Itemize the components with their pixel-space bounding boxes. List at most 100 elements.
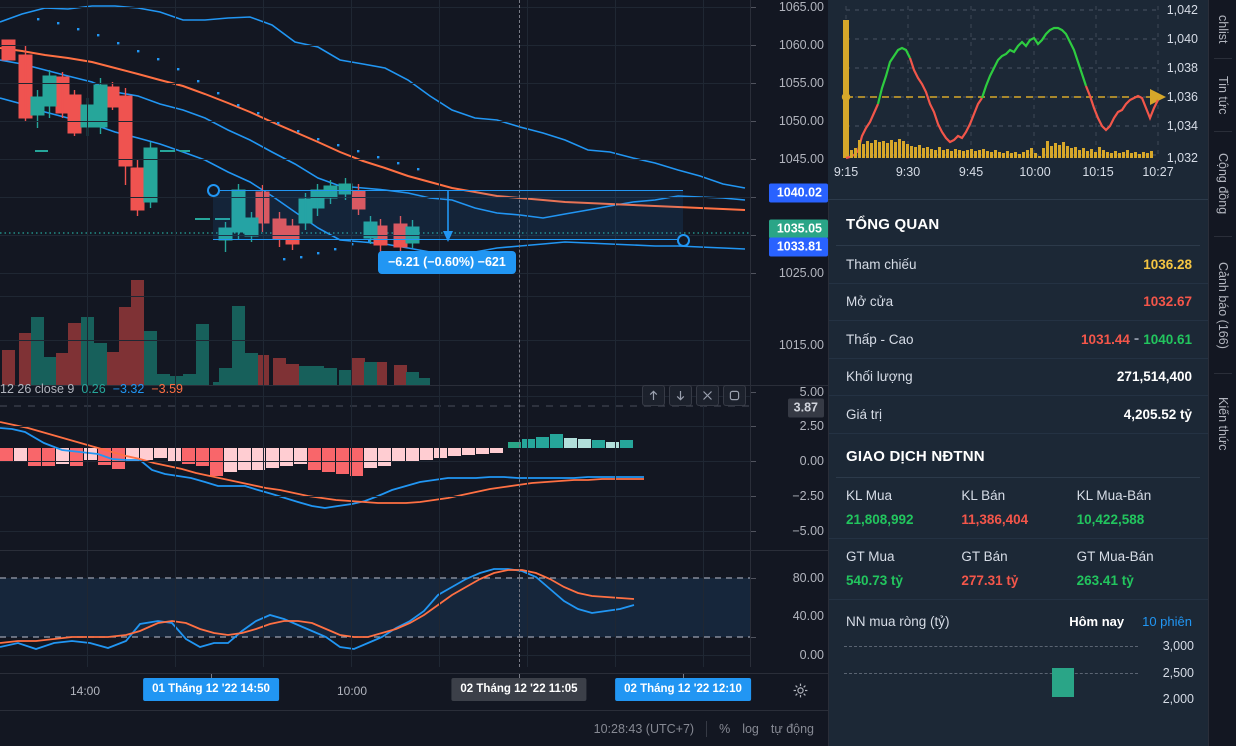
measurement-arrow-icon	[443, 190, 453, 242]
cell-value: 21,808,992	[846, 511, 914, 527]
crosshair-vertical	[519, 0, 520, 667]
column-header: GT Mua-Bán	[1076, 548, 1154, 564]
cell-value: 540.73 tỷ	[846, 572, 904, 588]
macd-legend: 12 26 close 9 0.26 −3.32 −3.59	[0, 382, 190, 396]
volume-bars-svg	[2, 280, 430, 385]
maximize-icon[interactable]	[723, 385, 746, 406]
overview-title: TỔNG QUAN	[846, 216, 940, 233]
row-value-high: 1040.61	[1143, 331, 1192, 347]
stochastic-pane[interactable]: 80.00 40.00 0.00	[0, 551, 828, 667]
tab-10-sessions[interactable]: 10 phiên	[1142, 613, 1192, 629]
sidebar-item-community[interactable]: Cộng đồng	[1216, 153, 1230, 215]
time-chip-crosshair[interactable]: 02 Tháng 12 '22 11:05	[451, 678, 587, 701]
macd-pane[interactable]: 12 26 close 9 0.26 −3.32 −3.59 5.00 2.50 0.…	[0, 382, 828, 550]
table-row: Giá trị 4,205.52 tỷ	[828, 396, 1208, 434]
intraday-x-label: 10:27	[1142, 165, 1174, 179]
volume-axis-label: 1015.00	[778, 338, 824, 352]
intraday-y-label: 1,038	[1166, 61, 1198, 75]
price-tag-close: 1035.05	[768, 219, 828, 239]
chart-area[interactable]: 1065.00 1060.00 1055.00 1050.00 1045.00 …	[0, 0, 828, 746]
net-buy-chart: 3,000 2,500 2,000	[836, 637, 1200, 706]
percent-scale-toggle[interactable]: %	[719, 721, 731, 736]
measurement-handle-start[interactable]	[207, 184, 220, 197]
info-panel: 1,042 1,040 1,038 1,036 1,034 1,032 9:15…	[828, 0, 1208, 746]
net-buy-y-label: 2,500	[1162, 665, 1194, 680]
table-row: Thấp - Cao 1031.44 - 1040.61	[828, 321, 1208, 359]
macd-params: 12 26 close 9	[0, 382, 75, 396]
net-buy-header: NN mua ròng (tỷ) Hôm nay 10 phiên	[828, 600, 1208, 637]
row-value: 1036.28	[1143, 256, 1192, 272]
intraday-svg	[841, 6, 1166, 160]
macd-axis-label: −5.00	[792, 524, 824, 538]
intraday-x-label: 9:45	[958, 165, 984, 179]
price-axis-label: 1065.00	[778, 0, 824, 14]
stochastic-scale[interactable]: 80.00 40.00 0.00	[750, 551, 828, 667]
status-divider	[706, 720, 708, 737]
auto-scale-toggle[interactable]: tự động	[770, 721, 814, 736]
row-label: Giá trị	[846, 406, 883, 422]
macd-axis-label: 5.00	[799, 385, 824, 399]
cell-value: 277.31 tỷ	[961, 572, 1019, 588]
time-axis-label: 10:00	[336, 684, 368, 698]
sidebar-item-watchlist[interactable]: chlist	[1216, 14, 1230, 44]
volume-plot	[0, 280, 750, 385]
pane-toolbar[interactable]	[642, 385, 746, 406]
move-up-icon[interactable]	[642, 385, 665, 406]
move-down-icon[interactable]	[669, 385, 692, 406]
foreign-volume-block: KL Mua KL Bán KL Mua-Bán 21,808,992 11,3…	[828, 478, 1208, 539]
net-buy-y-label: 2,000	[1162, 691, 1194, 706]
sidebar-item-alerts[interactable]: Cảnh báo (166)	[1216, 261, 1230, 349]
price-pane[interactable]: 1065.00 1060.00 1055.00 1050.00 1045.00 …	[0, 0, 828, 280]
macd-current-tag: 3.87	[787, 398, 824, 418]
table-row: Mở cửa 1032.67	[828, 284, 1208, 321]
price-plot[interactable]	[0, 0, 750, 280]
stochastic-series-svg	[0, 568, 750, 650]
price-tag-last: 1040.02	[768, 183, 828, 203]
intraday-y-label: 1,042	[1166, 3, 1198, 17]
column-header: GT Bán	[961, 548, 1008, 564]
measurement-tooltip: −6.21 (−0.60%) −621	[378, 251, 516, 274]
column-header: KL Bán	[961, 487, 1006, 503]
volume-scale[interactable]: 1015.00	[750, 280, 828, 385]
net-buy-y-label: 3,000	[1162, 638, 1194, 653]
sidebar-item-knowledge[interactable]: Kiến thức	[1216, 397, 1230, 451]
net-buy-bar	[1052, 667, 1074, 697]
time-chip-selection-end[interactable]: 02 Tháng 12 '22 12:10	[615, 678, 751, 701]
price-axis-label: 1060.00	[778, 38, 824, 52]
panel-edge	[828, 0, 829, 746]
price-tag-low: 1033.81	[768, 237, 828, 257]
intraday-y-label: 1,040	[1166, 32, 1198, 46]
row-label: Khối lượng	[846, 369, 913, 385]
intraday-x-label: 10:15	[1082, 165, 1114, 179]
cell-value: 11,386,404	[961, 511, 1029, 527]
price-scale[interactable]: 1065.00 1060.00 1055.00 1050.00 1045.00 …	[750, 0, 828, 280]
net-buy-title: NN mua ròng (tỷ)	[846, 613, 950, 629]
measurement-handle-end[interactable]	[677, 234, 690, 247]
tab-today[interactable]: Hôm nay	[1069, 613, 1125, 629]
log-scale-toggle[interactable]: log	[742, 721, 759, 736]
time-chip-selection-start[interactable]: 01 Tháng 12 '22 14:50	[143, 678, 279, 701]
macd-scale[interactable]: 5.00 2.50 0.00 −2.50 −5.00 3.87	[750, 385, 828, 550]
intraday-y-label: 1,032	[1166, 151, 1198, 165]
intraday-y-label: 1,036	[1166, 90, 1198, 104]
close-icon[interactable]	[696, 385, 719, 406]
price-axis-label: 1050.00	[778, 114, 824, 128]
time-axis-label: 14:00	[69, 684, 101, 698]
foreign-value-block: GT Mua GT Bán GT Mua-Bán 540.73 tỷ 277.3…	[828, 539, 1208, 600]
sidebar-rail[interactable]: chlist Tin tức Cộng đồng Cảnh báo (166) …	[1208, 0, 1236, 746]
macd-axis-label: −2.50	[792, 489, 824, 503]
clock-label: 10:28:43 (UTC+7)	[593, 721, 695, 736]
stoch-axis-label: 0.00	[799, 648, 824, 662]
volume-pane[interactable]: 1015.00	[0, 280, 828, 385]
macd-plot	[0, 386, 750, 550]
intraday-x-axis: 9:15 9:30 9:45 10:00 10:15 10:27	[828, 165, 1174, 185]
column-header: GT Mua	[846, 548, 895, 564]
sidebar-item-news[interactable]: Tin tức	[1216, 75, 1230, 115]
intraday-mini-chart[interactable]: 1,042 1,040 1,038 1,036 1,034 1,032 9:15…	[828, 0, 1208, 200]
gear-icon[interactable]	[793, 683, 808, 703]
time-axis[interactable]: 14:00 10:00 01 Tháng 12 '22 14:50 02 Thá…	[0, 673, 828, 710]
macd-axis-label: 2.50	[799, 419, 824, 433]
intraday-x-label: 9:15	[833, 165, 859, 179]
cell-value: 263.41 tỷ	[1076, 572, 1134, 588]
